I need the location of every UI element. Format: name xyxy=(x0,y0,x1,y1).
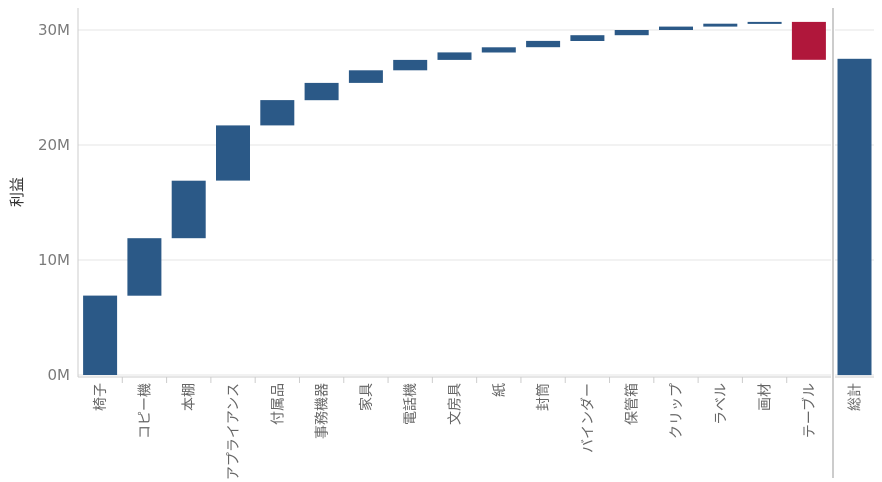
x-tick-label: 椅子 xyxy=(93,383,109,411)
x-tick-label: 保管箱 xyxy=(625,383,641,425)
y-axis-label: 利益 xyxy=(8,177,26,207)
y-tick-label: 10M xyxy=(38,251,70,269)
bar-1 xyxy=(127,238,162,296)
bar-2 xyxy=(171,180,206,239)
y-tick-label: 20M xyxy=(38,136,70,154)
x-tick-label: テーブル xyxy=(801,383,818,438)
x-tick-label: クリップ xyxy=(669,383,685,439)
bar-15 xyxy=(747,21,782,24)
x-tick-label: コピー機 xyxy=(137,383,153,439)
y-tick-label: 0M xyxy=(48,366,71,384)
x-tick-label: 封筒 xyxy=(535,383,552,411)
bar-9 xyxy=(481,47,516,53)
x-tick-label: 家具 xyxy=(358,383,375,411)
x-axis: 椅子 コピー機 本棚 アプライアンス 付属品 事務機器 家具 電話機 文房具 紙 封筒 バインダー 保管… xyxy=(77,8,874,480)
bar-14 xyxy=(703,23,738,27)
bar-7 xyxy=(393,59,428,71)
bar-0 xyxy=(83,295,118,375)
x-tick-label: 画材 xyxy=(758,383,774,411)
x-tick-label: 電話機 xyxy=(402,383,419,425)
bar-10 xyxy=(526,40,561,48)
bar-4 xyxy=(260,100,295,126)
y-axis: 0M 10M 20M 30M xyxy=(38,21,70,384)
bar-6 xyxy=(348,70,383,83)
bar-16 xyxy=(791,21,826,60)
x-tick-label: アプライアンス xyxy=(226,383,242,480)
x-tick-label: 本棚 xyxy=(182,383,198,411)
bar-12 xyxy=(614,30,649,36)
x-tick-label: 付属品 xyxy=(270,383,286,425)
x-tick-label: バインダー xyxy=(580,383,596,453)
x-tick-label: 紙 xyxy=(492,383,508,397)
bar-5 xyxy=(304,82,339,101)
bar-3 xyxy=(216,125,250,181)
x-tick-label: ラベル xyxy=(713,383,729,425)
bar-total xyxy=(837,58,872,376)
bar-11 xyxy=(570,35,605,41)
y-tick-label: 30M xyxy=(38,21,70,39)
bars xyxy=(83,21,872,376)
x-tick-label: 文房具 xyxy=(448,383,464,425)
x-tick-label-total: 総計 xyxy=(848,383,864,411)
x-tick-label: 事務機器 xyxy=(315,383,331,439)
bar-8 xyxy=(437,52,472,60)
bar-13 xyxy=(659,26,693,30)
